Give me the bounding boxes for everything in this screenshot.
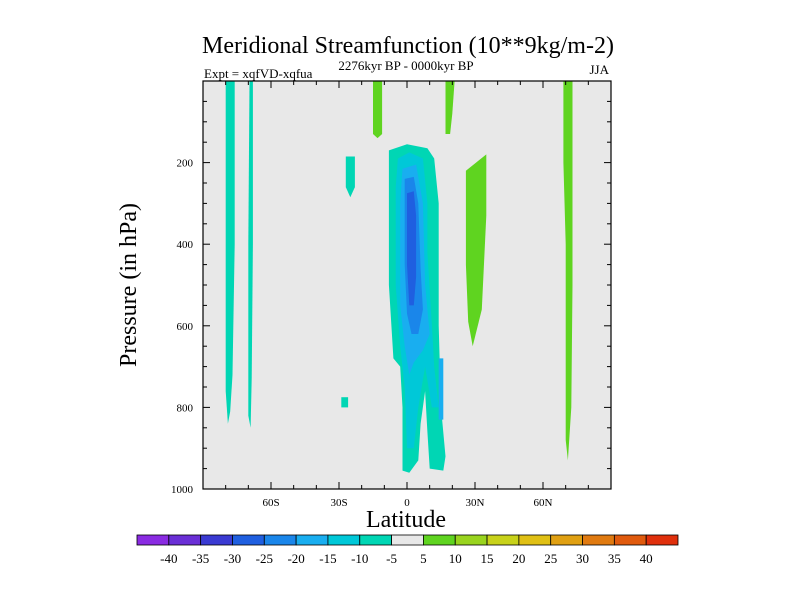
contour-region-11-level-5	[445, 81, 455, 134]
colorbar-swatch	[359, 534, 392, 546]
x-tick-label: 60S	[262, 497, 279, 509]
colorbar-label: -35	[192, 551, 209, 566]
colorbar-label: 15	[481, 551, 494, 566]
colorbar-swatch	[613, 534, 647, 546]
y-tick-label: 600	[177, 321, 194, 333]
colorbar-label: -10	[351, 551, 368, 566]
colorbar-swatch	[295, 534, 329, 546]
colorbar-swatch	[136, 534, 170, 546]
y-tick-label: 800	[177, 402, 194, 414]
y-tick-label: 200	[177, 158, 194, 170]
colorbar-swatch	[168, 534, 202, 546]
contour-region-2-level--5	[345, 156, 355, 198]
y-axis-label: Pressure (in hPa)	[116, 203, 142, 367]
left-subtitle: Expt = xqfVD-xqfua	[204, 66, 313, 81]
contour-region-9-level--25	[407, 191, 417, 306]
colorbar-swatch	[391, 534, 424, 546]
colorbar: -40 -35 -30 -25 -20 -15 -10 -5 5 10 15 20 25 30 35 40	[136, 534, 679, 566]
colorbar-label: 20	[512, 551, 525, 566]
center-subtitle: 2276kyr BP - 0000kyr BP	[338, 58, 473, 73]
colorbar-swatch	[232, 534, 265, 546]
colorbar-swatch	[200, 534, 233, 546]
colorbar-label: -25	[256, 551, 273, 566]
colorbar-label: -15	[319, 551, 336, 566]
colorbar-swatch	[454, 534, 488, 546]
x-tick-label: 60N	[534, 497, 553, 509]
colorbar-label: 5	[420, 551, 427, 566]
colorbar-label: 25	[544, 551, 557, 566]
colorbar-label: -5	[386, 551, 397, 566]
colorbar-swatch	[550, 534, 583, 546]
colorbar-swatch	[327, 534, 361, 546]
colorbar-label: -30	[224, 551, 241, 566]
x-tick-label: 30N	[466, 497, 485, 509]
contour-region-13-level-5	[563, 81, 573, 461]
colorbar-label: 10	[449, 551, 462, 566]
chart-title: Meridional Streamfunction (10**9kg/m-2)	[202, 33, 614, 59]
contour-region-7-level--15	[438, 358, 444, 420]
x-tick-label: 30S	[330, 497, 347, 509]
colorbar-swatch	[423, 534, 456, 546]
contour-region-3-level--5	[341, 397, 349, 408]
colorbar-swatch	[645, 534, 679, 546]
colorbar-label: -40	[160, 551, 177, 566]
right-subtitle: JJA	[589, 62, 609, 77]
contour-region-12-level-5	[465, 154, 487, 347]
y-tick-label: 400	[177, 239, 194, 251]
colorbar-label: -20	[287, 551, 304, 566]
colorbar-swatch	[486, 534, 520, 546]
axis-ticks: 60S 30S 0 30N 60N 200 400 600 800 1000	[171, 80, 612, 509]
colorbar-label: 35	[608, 551, 621, 566]
colorbar-swatch	[582, 534, 615, 546]
contour-region-0-level--5	[225, 81, 235, 424]
colorbar-swatch	[518, 534, 552, 546]
colorbar-label: 40	[640, 551, 653, 566]
colorbar-swatch	[263, 534, 297, 546]
contour-regions	[225, 81, 573, 473]
x-axis-label: Latitude	[366, 507, 446, 533]
contour-region-1-level--5	[248, 81, 253, 428]
colorbar-label: 30	[576, 551, 589, 566]
y-tick-label: 1000	[171, 484, 194, 496]
contour-region-10-level-5	[373, 81, 383, 139]
x-tick-label: 0	[404, 497, 410, 509]
